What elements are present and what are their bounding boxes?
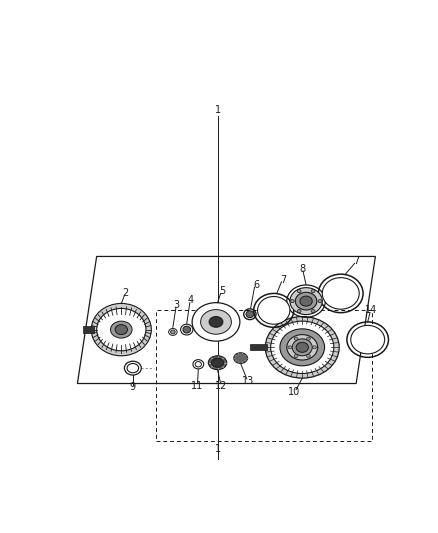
Ellipse shape <box>300 296 312 306</box>
Ellipse shape <box>208 356 227 370</box>
Ellipse shape <box>170 330 175 334</box>
Ellipse shape <box>183 326 191 333</box>
Ellipse shape <box>265 317 339 378</box>
Ellipse shape <box>97 309 146 351</box>
Ellipse shape <box>322 278 359 309</box>
Ellipse shape <box>246 311 254 318</box>
Text: 6: 6 <box>253 280 259 290</box>
Ellipse shape <box>212 358 224 367</box>
Ellipse shape <box>258 296 290 324</box>
Ellipse shape <box>234 353 247 364</box>
Text: 9: 9 <box>130 382 136 392</box>
Text: 2: 2 <box>122 288 128 297</box>
Ellipse shape <box>307 337 311 340</box>
Ellipse shape <box>271 321 334 374</box>
Ellipse shape <box>115 325 127 335</box>
Ellipse shape <box>288 346 292 349</box>
Text: 1: 1 <box>215 444 221 454</box>
Text: 4: 4 <box>187 295 194 305</box>
Ellipse shape <box>195 361 201 367</box>
Text: 11: 11 <box>191 381 203 391</box>
Ellipse shape <box>290 288 322 314</box>
Text: 8: 8 <box>299 264 305 274</box>
Ellipse shape <box>292 339 312 356</box>
Ellipse shape <box>127 364 138 373</box>
Text: 13: 13 <box>242 376 254 386</box>
Ellipse shape <box>307 354 311 358</box>
Text: 1: 1 <box>215 105 221 115</box>
Ellipse shape <box>297 310 301 313</box>
Ellipse shape <box>297 289 301 293</box>
Text: 7: 7 <box>280 274 286 285</box>
Ellipse shape <box>294 354 298 358</box>
Ellipse shape <box>209 317 223 327</box>
Ellipse shape <box>311 289 315 293</box>
Ellipse shape <box>295 292 317 310</box>
Ellipse shape <box>192 303 240 341</box>
Text: 12: 12 <box>215 381 228 391</box>
Text: 3: 3 <box>174 300 180 310</box>
Ellipse shape <box>318 300 322 303</box>
Ellipse shape <box>91 303 151 356</box>
Ellipse shape <box>280 329 325 366</box>
Bar <box>83 326 94 334</box>
Ellipse shape <box>351 325 385 354</box>
Text: 14: 14 <box>365 305 378 316</box>
Ellipse shape <box>290 300 294 303</box>
Ellipse shape <box>193 360 204 369</box>
Text: 10: 10 <box>288 387 300 397</box>
Ellipse shape <box>296 342 308 352</box>
Bar <box>250 344 267 350</box>
Ellipse shape <box>201 310 231 334</box>
Ellipse shape <box>294 337 298 340</box>
Ellipse shape <box>169 328 177 335</box>
Ellipse shape <box>311 310 315 313</box>
Ellipse shape <box>287 335 318 360</box>
Text: 5: 5 <box>219 286 225 296</box>
Ellipse shape <box>313 346 317 349</box>
Ellipse shape <box>180 324 193 335</box>
Text: 7: 7 <box>353 256 359 266</box>
Ellipse shape <box>124 361 141 375</box>
Ellipse shape <box>110 321 132 338</box>
